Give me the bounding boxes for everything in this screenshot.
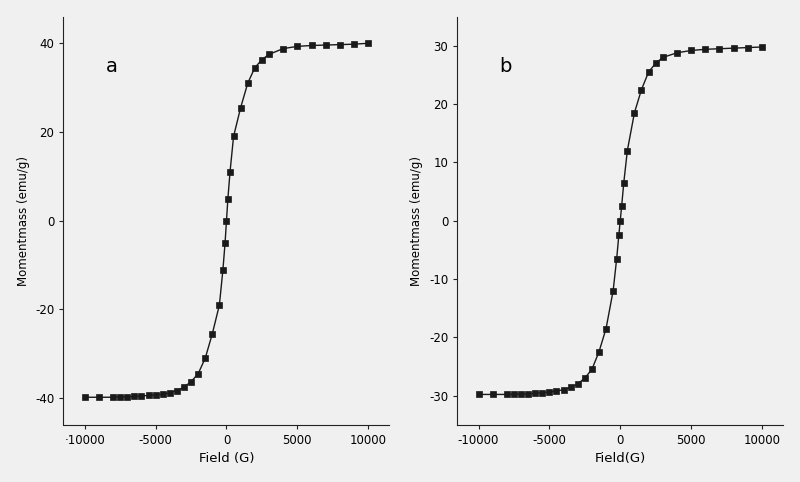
Text: b: b: [500, 57, 512, 77]
X-axis label: Field (G): Field (G): [198, 452, 254, 465]
X-axis label: Field(G): Field(G): [594, 452, 646, 465]
Text: a: a: [106, 57, 118, 77]
Y-axis label: Momentmass (emu/g): Momentmass (emu/g): [17, 156, 30, 286]
Y-axis label: Momentmass (emu/g): Momentmass (emu/g): [410, 156, 423, 286]
